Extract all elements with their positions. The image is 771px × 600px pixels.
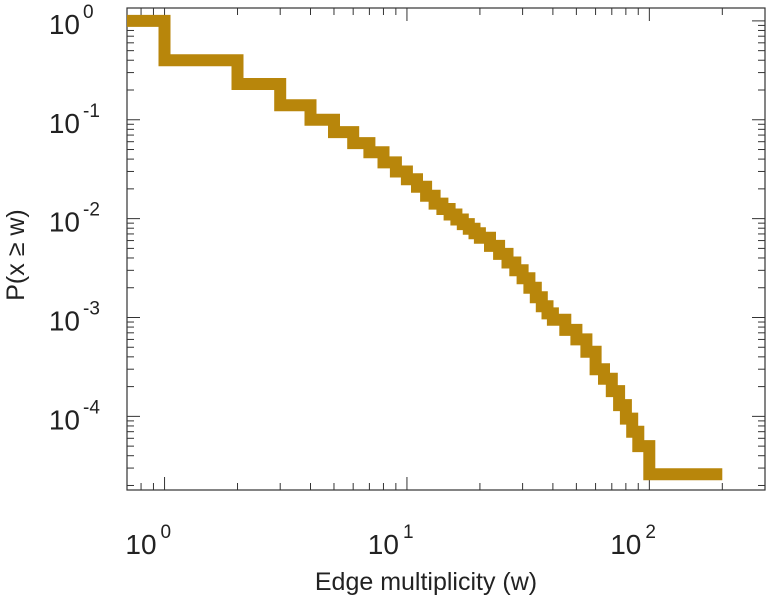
tick-labels: 10 0 10 1 10 210 010 -110 -210 -310 -4 xyxy=(49,2,656,560)
series-line-0 xyxy=(127,14,723,481)
x-tick-exponent-1: 1 xyxy=(403,522,414,543)
plot-frame xyxy=(126,7,766,491)
axis-ticks xyxy=(126,8,766,490)
series-layer xyxy=(127,14,723,481)
x-tick-label-2: 10 xyxy=(610,529,641,560)
plot-area xyxy=(126,7,766,491)
y-tick-label-2: 10 xyxy=(49,207,80,238)
y-tick-exponent-2: -2 xyxy=(83,200,100,221)
x-tick-label-0: 10 xyxy=(125,529,156,560)
y-axis-label: P(x ≥ w) xyxy=(2,209,30,301)
y-tick-label-0: 10 xyxy=(49,9,80,40)
y-tick-label-4: 10 xyxy=(49,404,80,435)
y-tick-label-3: 10 xyxy=(49,305,80,336)
x-tick-exponent-2: 2 xyxy=(645,522,656,543)
x-tick-label-1: 10 xyxy=(368,529,399,560)
y-tick-exponent-4: -4 xyxy=(83,397,100,418)
y-tick-exponent-0: 0 xyxy=(83,2,94,23)
x-axis-label: Edge multiplicity (w) xyxy=(315,568,537,596)
y-tick-label-1: 10 xyxy=(49,108,80,139)
x-tick-exponent-0: 0 xyxy=(161,522,172,543)
y-tick-exponent-3: -3 xyxy=(83,298,100,319)
y-tick-exponent-1: -1 xyxy=(83,101,100,122)
